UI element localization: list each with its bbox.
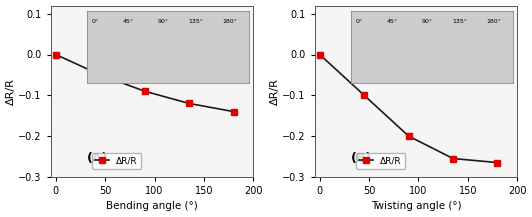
ΔR/R xyxy=(405,135,412,137)
ΔR/R xyxy=(97,74,103,76)
Legend: ΔR/R: ΔR/R xyxy=(92,153,142,169)
ΔR/R xyxy=(53,53,59,56)
ΔR/R xyxy=(142,90,148,92)
Y-axis label: ΔR/R: ΔR/R xyxy=(270,78,279,105)
ΔR/R xyxy=(361,94,367,97)
ΔR/R xyxy=(230,110,237,113)
ΔR/R xyxy=(186,102,192,105)
Line: ΔR/R: ΔR/R xyxy=(316,51,501,166)
Text: (B): (B) xyxy=(351,152,372,165)
X-axis label: Bending angle (°): Bending angle (°) xyxy=(106,201,198,211)
ΔR/R xyxy=(450,157,456,160)
X-axis label: Twisting angle (°): Twisting angle (°) xyxy=(371,201,461,211)
ΔR/R xyxy=(317,53,323,56)
Y-axis label: ΔR/R: ΔR/R xyxy=(5,78,15,105)
Line: ΔR/R: ΔR/R xyxy=(52,51,237,115)
Legend: ΔR/R: ΔR/R xyxy=(356,153,405,169)
ΔR/R xyxy=(494,161,501,164)
Text: (A): (A) xyxy=(87,152,109,165)
